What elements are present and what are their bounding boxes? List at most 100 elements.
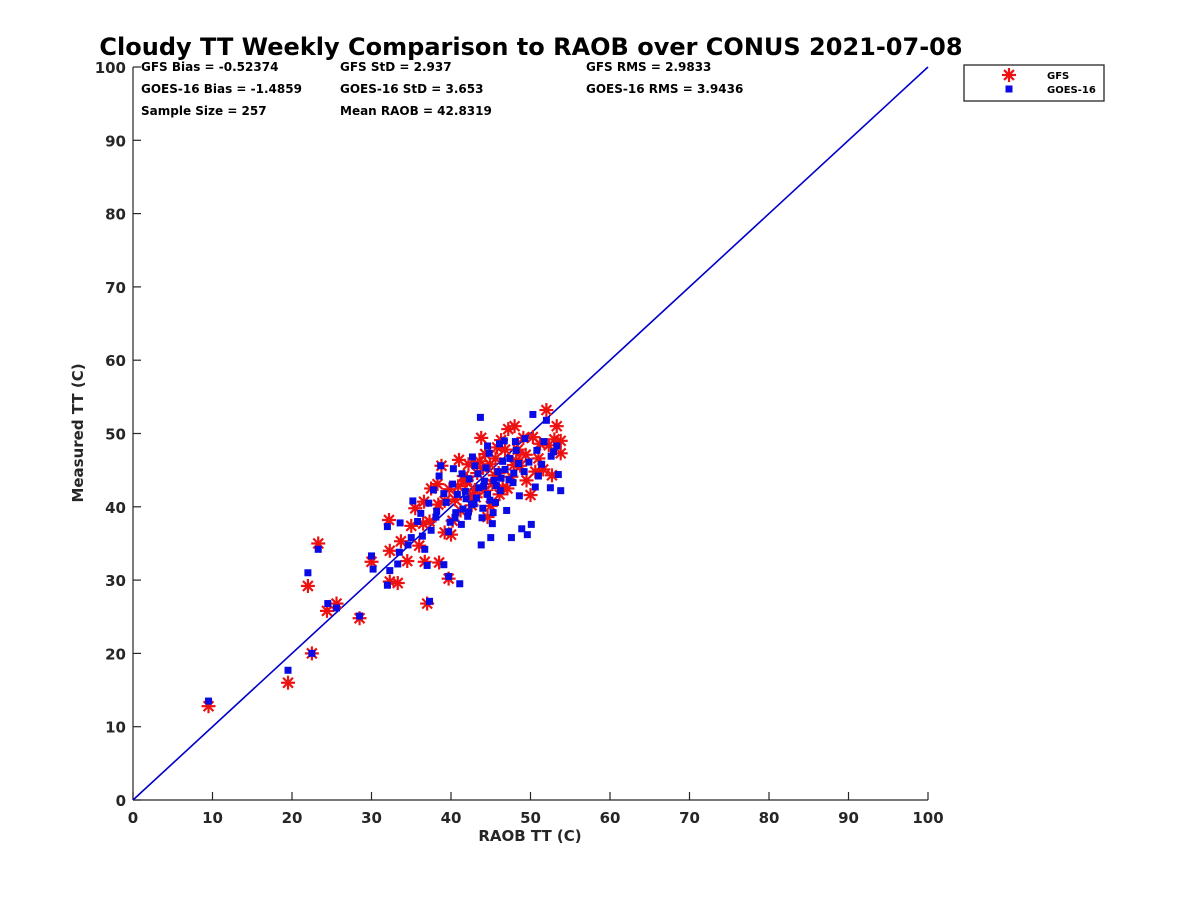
- goes16-point: [486, 496, 494, 504]
- gfs-point: [549, 419, 564, 434]
- gfs-point: [382, 543, 397, 558]
- goes16-point: [475, 484, 483, 492]
- goes16-point: [505, 476, 513, 484]
- goes16-point: [476, 413, 484, 421]
- goes16-point: [368, 552, 375, 560]
- y-tick-label: 0: [116, 792, 126, 810]
- goes16-point: [426, 597, 434, 605]
- goes16-point: [500, 437, 508, 445]
- goes16-point: [464, 508, 472, 516]
- goes16-point: [497, 474, 505, 482]
- goes16-point: [553, 442, 561, 450]
- x-tick-label: 50: [520, 809, 541, 827]
- goes16-point: [437, 462, 445, 470]
- goes16-point: [451, 514, 459, 522]
- goes16-point: [445, 572, 453, 580]
- y-tick-label: 100: [95, 59, 126, 77]
- goes16-point: [474, 470, 482, 478]
- goes16-point: [487, 534, 495, 542]
- goes16-point: [435, 472, 443, 480]
- goes16-point: [525, 458, 533, 466]
- goes16-point: [386, 567, 394, 575]
- goes16-point: [440, 561, 448, 569]
- gfs-point: [507, 419, 522, 434]
- goes16-point: [515, 492, 523, 500]
- goes16-point: [484, 490, 492, 498]
- goes16-point: [333, 604, 341, 612]
- goes16-point: [430, 486, 438, 494]
- y-tick-label: 40: [105, 499, 126, 517]
- gfs-point: [281, 675, 296, 690]
- goes16-point: [533, 446, 541, 454]
- goes16-point: [546, 484, 554, 492]
- stat-gfs-std: GFS StD = 2.937: [340, 60, 452, 74]
- goes16-point: [527, 520, 535, 528]
- goes16-point: [462, 495, 470, 503]
- goes16-point: [542, 416, 550, 424]
- x-axis-label: RAOB TT (C): [478, 827, 581, 845]
- goes16-point: [538, 460, 546, 468]
- y-tick-label: 60: [105, 352, 126, 370]
- goes16-point: [550, 448, 558, 456]
- goes16-point: [465, 475, 473, 483]
- goes16-point: [488, 520, 496, 528]
- goes16-point: [464, 512, 472, 520]
- goes16-point: [484, 442, 492, 450]
- goes16-point: [496, 487, 504, 495]
- gfs-point: [412, 538, 427, 553]
- goes16-point: [425, 499, 433, 507]
- goes16-point: [407, 534, 415, 542]
- goes16-point: [495, 440, 503, 448]
- goes16-point: [478, 514, 486, 522]
- y-tick-label: 20: [105, 645, 126, 663]
- y-tick-label: 80: [105, 206, 126, 224]
- goes16-point: [461, 487, 469, 495]
- goes16-point: [499, 457, 507, 465]
- goes16-point: [442, 498, 450, 506]
- y-tick-label: 90: [105, 132, 126, 150]
- legend: GFS GOES-16: [963, 64, 1105, 102]
- goes16-point: [477, 541, 485, 549]
- goes16-point: [534, 472, 542, 480]
- legend-gfs-label: GFS: [1047, 71, 1069, 82]
- goes16-series: [205, 410, 565, 705]
- goes16-point: [205, 697, 213, 705]
- y-tick-label: 10: [105, 719, 126, 737]
- gfs-point: [518, 447, 533, 462]
- goes16-point: [423, 561, 431, 569]
- goes16-point: [449, 480, 457, 488]
- x-tick-label: 0: [128, 809, 138, 827]
- y-tick-label: 50: [105, 426, 126, 444]
- gfs-point: [393, 534, 408, 549]
- stat-gfs-rms: GFS RMS = 2.9833: [586, 60, 711, 74]
- goes16-point: [503, 506, 511, 514]
- x-tick-label: 20: [282, 809, 303, 827]
- goes16-point: [395, 548, 403, 556]
- gfs-point: [490, 440, 505, 455]
- stat-goes-bias: GOES-16 Bias = -1.4859: [141, 82, 302, 96]
- goes16-point: [459, 505, 467, 513]
- goes16-point: [472, 494, 480, 502]
- gfs-point: [474, 430, 489, 445]
- goes16-point: [515, 460, 523, 468]
- x-tick-label: 60: [600, 809, 621, 827]
- goes16-point: [308, 649, 316, 657]
- gfs-point: [300, 578, 315, 593]
- goes16-point: [383, 581, 391, 589]
- axis-ticks: 0 10 20 30 40 50 60 70 80 90 100 0 10 20 30 40 50 60 70 80 9…: [95, 59, 944, 827]
- y-tick-label: 70: [105, 279, 126, 297]
- goes16-point: [414, 517, 422, 525]
- x-tick-label: 10: [202, 809, 223, 827]
- stat-sample-size: Sample Size = 257: [141, 104, 267, 118]
- legend-gfs-marker: [1002, 68, 1016, 82]
- goes16-point: [468, 453, 476, 461]
- goes16-point: [480, 482, 488, 490]
- gfs-point: [390, 576, 405, 591]
- goes16-point: [509, 479, 517, 487]
- goes16-point: [494, 468, 502, 476]
- goes16-point: [510, 469, 518, 477]
- goes16-point: [471, 462, 479, 470]
- goes16-point: [479, 504, 487, 512]
- goes16-point: [445, 528, 453, 536]
